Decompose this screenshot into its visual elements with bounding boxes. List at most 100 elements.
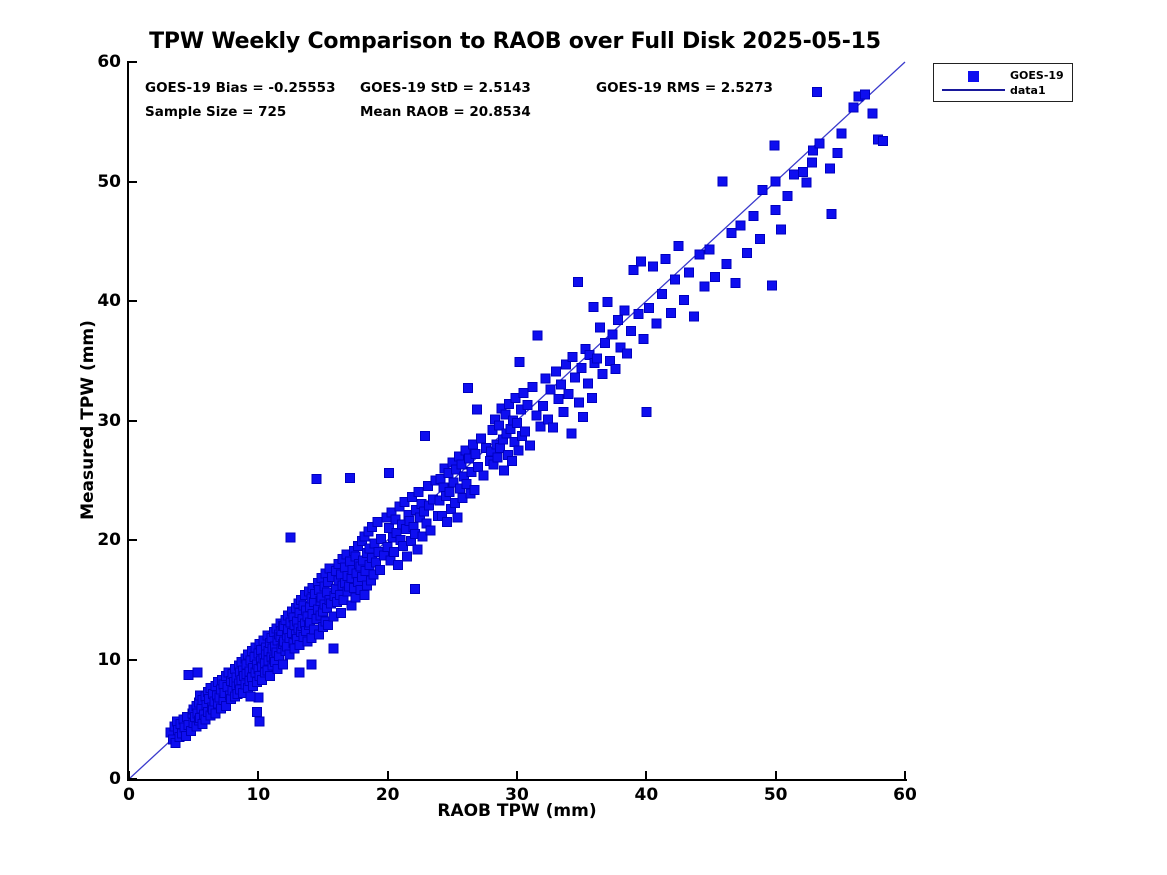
stat-rms: GOES-19 RMS = 2.5273 [596, 80, 773, 96]
y-tick-label: 30 [97, 410, 121, 431]
y-tick-mark [129, 539, 137, 541]
scatter-point [550, 366, 561, 377]
scatter-point [684, 267, 694, 278]
legend-square-marker-icon [968, 71, 979, 82]
y-tick-mark [129, 61, 137, 63]
scatter-point [183, 670, 194, 680]
y-tick-label: 20 [97, 530, 121, 550]
scatter-point [425, 525, 436, 536]
scatter-point [409, 584, 420, 594]
scatter-point [422, 481, 433, 492]
scatter-point [660, 254, 671, 265]
scatter-point [788, 169, 799, 180]
scatter-point [597, 368, 608, 379]
scatter-point [836, 128, 847, 139]
scatter-point [558, 407, 569, 418]
scatter-point [192, 667, 203, 678]
scatter-point [545, 384, 556, 395]
scatter-point [470, 449, 481, 459]
scatter-point [462, 383, 473, 394]
x-tick-mark [645, 771, 648, 779]
scatter-point [689, 311, 700, 322]
y-tick-mark [129, 300, 137, 302]
scatter-point [607, 329, 618, 340]
x-tick-label: 10 [246, 785, 271, 805]
scatter-point [766, 280, 777, 291]
scatter-point [420, 431, 431, 441]
scatter-point [518, 388, 529, 398]
x-tick-label: 50 [763, 785, 788, 805]
scatter-point [647, 261, 658, 272]
stat-sample-size: Sample Size = 725 [145, 104, 287, 120]
scatter-point [735, 220, 746, 231]
scatter-point [726, 227, 737, 238]
scatter-point [769, 140, 780, 151]
scatter-point [699, 281, 710, 292]
scatter-point [553, 394, 564, 404]
scatter-point [704, 244, 715, 255]
scatter-point [311, 474, 322, 485]
scatter-point [504, 398, 515, 409]
scatter-point [567, 352, 578, 363]
scatter-point [599, 337, 610, 348]
scatter-point [578, 411, 588, 422]
scatter-point [797, 166, 808, 177]
scatter-point [499, 465, 510, 476]
y-tick-label: 40 [97, 291, 121, 311]
scatter-point [605, 355, 616, 366]
scatter-point [814, 138, 825, 149]
scatter-point [372, 517, 383, 528]
scatter-point [384, 468, 394, 479]
scatter-point [588, 302, 599, 312]
scatter-point [412, 544, 423, 555]
x-tick-mark [257, 771, 260, 779]
scatter-point [442, 517, 453, 528]
y-tick-mark [129, 419, 137, 422]
scatter-point [265, 671, 275, 682]
scatter-point [514, 356, 525, 367]
scatter-point [563, 389, 574, 400]
scatter-point [832, 147, 843, 158]
scatter-point [576, 362, 587, 373]
scatter-point [721, 259, 732, 269]
scatter-point [665, 307, 676, 318]
scatter-point [641, 407, 652, 418]
scatter-svg [128, 61, 906, 780]
scatter-point [673, 241, 684, 251]
scatter-point [619, 305, 630, 316]
scatter-point [574, 397, 585, 408]
y-tick-mark [129, 778, 137, 780]
scatter-point [859, 89, 870, 100]
scatter-point [694, 249, 705, 260]
scatter-point [437, 511, 447, 522]
scatter-point [615, 342, 626, 353]
scatter-point [566, 428, 577, 439]
scatter-point [519, 426, 530, 437]
x-tick-mark [774, 771, 777, 779]
x-axis-label: RAOB TPW (mm) [437, 801, 597, 821]
y-axis-label: Measured TPW (mm) [78, 320, 98, 520]
scatter-point [678, 294, 689, 305]
x-tick-mark [386, 771, 389, 779]
stat-mean-raob: Mean RAOB = 20.8534 [360, 104, 531, 120]
scatter-point [867, 108, 878, 119]
scatter-point [306, 659, 317, 670]
scatter-point [285, 532, 296, 543]
scatter-point [389, 547, 400, 557]
scatter-point [245, 691, 256, 702]
legend-label-goes19: GOES-19 [1010, 69, 1064, 82]
x-tick-mark [128, 771, 130, 779]
scatter-point [848, 102, 859, 113]
scatter-point [770, 205, 781, 216]
scatter-point [755, 233, 766, 244]
scatter-point [757, 184, 768, 195]
scatter-point [471, 404, 482, 415]
x-tick-label: 60 [893, 785, 917, 805]
scatter-point [252, 707, 262, 718]
scatter-point [461, 478, 472, 489]
scatter-point [493, 420, 504, 431]
scatter-point [625, 325, 636, 336]
scatter-point [801, 177, 812, 188]
scatter-point [709, 272, 720, 283]
